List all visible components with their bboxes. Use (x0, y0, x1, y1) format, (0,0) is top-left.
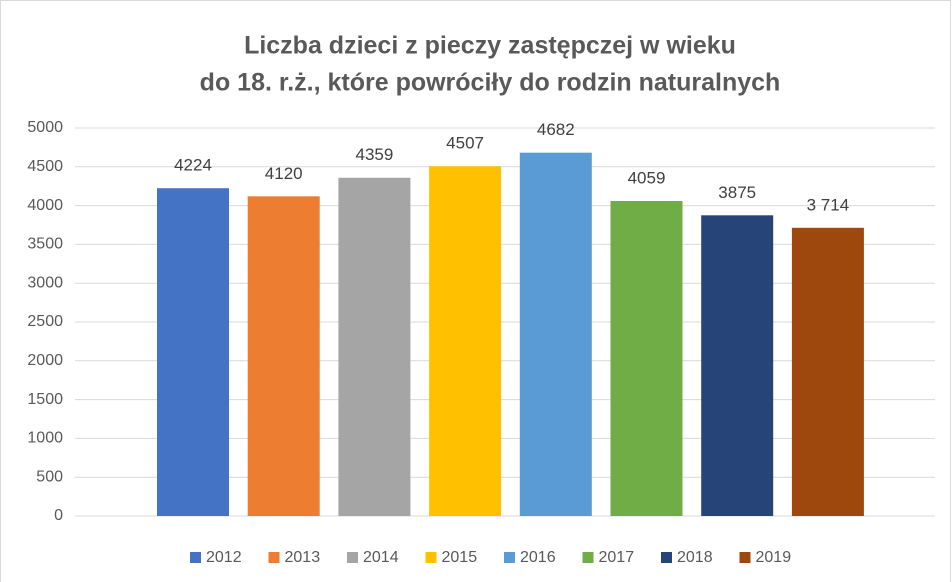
legend-label: 2013 (285, 549, 321, 566)
data-label: 4059 (628, 169, 666, 188)
data-label: 4224 (174, 156, 212, 175)
bar (157, 188, 229, 517)
legend-swatch (190, 552, 201, 563)
y-tick-label: 0 (54, 507, 63, 524)
y-tick-label: 2500 (27, 313, 63, 330)
bar (247, 196, 320, 516)
y-tick-label: 4500 (27, 158, 63, 175)
chart-title-line: Liczba dzieci z pieczy zastępczej w wiek… (244, 32, 736, 60)
bar (429, 166, 502, 516)
data-label: 4120 (265, 164, 303, 183)
data-label: 4507 (446, 134, 484, 153)
legend-label: 2019 (756, 549, 792, 566)
y-tick-label: 1500 (27, 391, 63, 408)
y-tick-label: 4000 (27, 197, 63, 214)
data-label: 4359 (355, 145, 393, 164)
bar (701, 215, 774, 517)
legend-swatch (739, 552, 751, 563)
legend-label: 2014 (363, 549, 399, 566)
bar (519, 152, 592, 516)
legend-swatch (347, 552, 358, 563)
y-tick-label: 5000 (27, 119, 63, 136)
data-label: 3875 (718, 183, 756, 202)
y-tick-label: 500 (36, 468, 63, 485)
y-tick-label: 3500 (27, 236, 63, 253)
y-tick-label: 2000 (27, 352, 63, 369)
y-tick-label: 3000 (27, 274, 63, 291)
y-tick-label: 1000 (27, 430, 63, 447)
bar (791, 227, 864, 517)
legend-swatch (425, 552, 437, 563)
legend-swatch (582, 552, 594, 563)
chart-title-line: do 18. r.ż., które powróciły do rodzin n… (200, 69, 781, 97)
legend-label: 2015 (442, 549, 478, 566)
legend-swatch (268, 552, 280, 563)
data-label: 3 714 (807, 195, 850, 214)
legend-label: 2016 (520, 549, 556, 566)
legend-swatch (661, 552, 672, 563)
data-label: 4682 (537, 120, 575, 139)
bar (610, 201, 683, 516)
legend-label: 2018 (677, 549, 713, 566)
legend-swatch (504, 552, 515, 563)
legend-label: 2012 (206, 549, 242, 566)
bar (338, 177, 411, 517)
legend-label: 2017 (599, 549, 635, 566)
